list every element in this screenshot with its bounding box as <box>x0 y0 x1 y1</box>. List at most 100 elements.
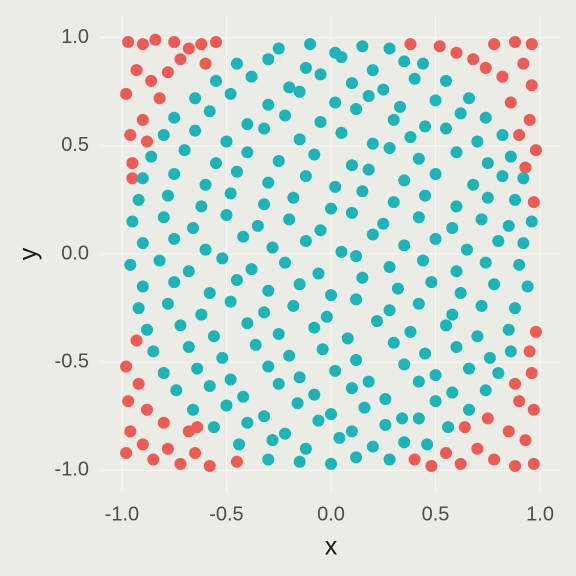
point <box>454 107 467 120</box>
point <box>120 360 133 373</box>
point <box>262 53 275 66</box>
point <box>366 137 379 150</box>
x-tick-label: -0.5 <box>209 503 243 525</box>
point <box>245 263 258 276</box>
point <box>293 278 306 291</box>
point <box>496 129 509 141</box>
point <box>266 434 279 447</box>
point <box>481 157 494 170</box>
point <box>450 265 463 278</box>
x-tick-label: 0.0 <box>317 503 345 525</box>
point <box>383 42 396 55</box>
point <box>210 74 222 87</box>
point <box>421 438 434 451</box>
point <box>387 336 400 349</box>
point <box>425 460 438 473</box>
point <box>293 85 306 98</box>
point <box>168 167 181 180</box>
point <box>419 189 432 202</box>
point <box>529 325 542 338</box>
point <box>335 126 348 139</box>
point <box>126 215 139 228</box>
point <box>517 237 530 250</box>
point <box>440 122 452 135</box>
point <box>335 245 348 258</box>
point <box>283 349 296 362</box>
point <box>471 330 484 343</box>
y-tick-label: -0.5 <box>55 350 89 372</box>
point <box>299 170 312 183</box>
point <box>220 209 233 222</box>
point <box>122 35 135 48</box>
point <box>335 51 348 64</box>
point <box>187 222 199 235</box>
point <box>523 113 536 126</box>
point <box>203 460 216 473</box>
point <box>189 92 202 105</box>
point <box>136 113 149 126</box>
point <box>481 412 494 425</box>
point <box>446 308 459 321</box>
point <box>161 66 174 79</box>
point <box>168 232 181 245</box>
point <box>149 33 162 46</box>
point <box>316 343 329 356</box>
point <box>314 68 327 81</box>
point <box>122 395 135 408</box>
point <box>130 64 143 77</box>
point <box>333 431 346 444</box>
point <box>396 412 409 425</box>
point <box>429 167 442 180</box>
point <box>383 141 396 154</box>
point <box>350 103 363 116</box>
point <box>419 347 432 360</box>
point <box>527 196 540 209</box>
point <box>237 390 250 403</box>
point <box>199 57 212 70</box>
point <box>404 131 417 144</box>
point <box>145 74 158 87</box>
point <box>157 211 170 224</box>
point <box>479 111 492 124</box>
point <box>272 42 285 55</box>
point <box>283 81 296 94</box>
point <box>147 345 160 358</box>
point <box>488 38 501 51</box>
point <box>136 38 149 51</box>
point <box>168 276 181 289</box>
point <box>412 211 425 224</box>
point <box>258 122 271 135</box>
point <box>433 40 446 53</box>
point <box>377 83 390 96</box>
point <box>266 241 279 254</box>
point <box>442 421 455 434</box>
point <box>398 239 411 252</box>
point <box>379 392 392 405</box>
point <box>450 46 463 59</box>
point <box>299 235 312 248</box>
point <box>417 254 429 267</box>
point <box>398 436 411 449</box>
point <box>216 252 229 265</box>
point <box>366 228 379 241</box>
point <box>412 152 425 165</box>
point <box>325 408 337 421</box>
point <box>377 217 390 230</box>
point <box>124 129 137 141</box>
point <box>519 161 532 174</box>
point <box>308 148 321 161</box>
point <box>258 306 271 319</box>
point <box>230 455 243 468</box>
point <box>291 397 304 410</box>
point <box>383 260 396 273</box>
point <box>519 434 532 447</box>
point <box>527 403 540 416</box>
point <box>492 235 505 248</box>
point <box>199 243 212 256</box>
point <box>517 57 530 70</box>
point <box>527 457 540 470</box>
point <box>429 232 442 245</box>
point <box>314 116 327 129</box>
point <box>463 362 475 375</box>
